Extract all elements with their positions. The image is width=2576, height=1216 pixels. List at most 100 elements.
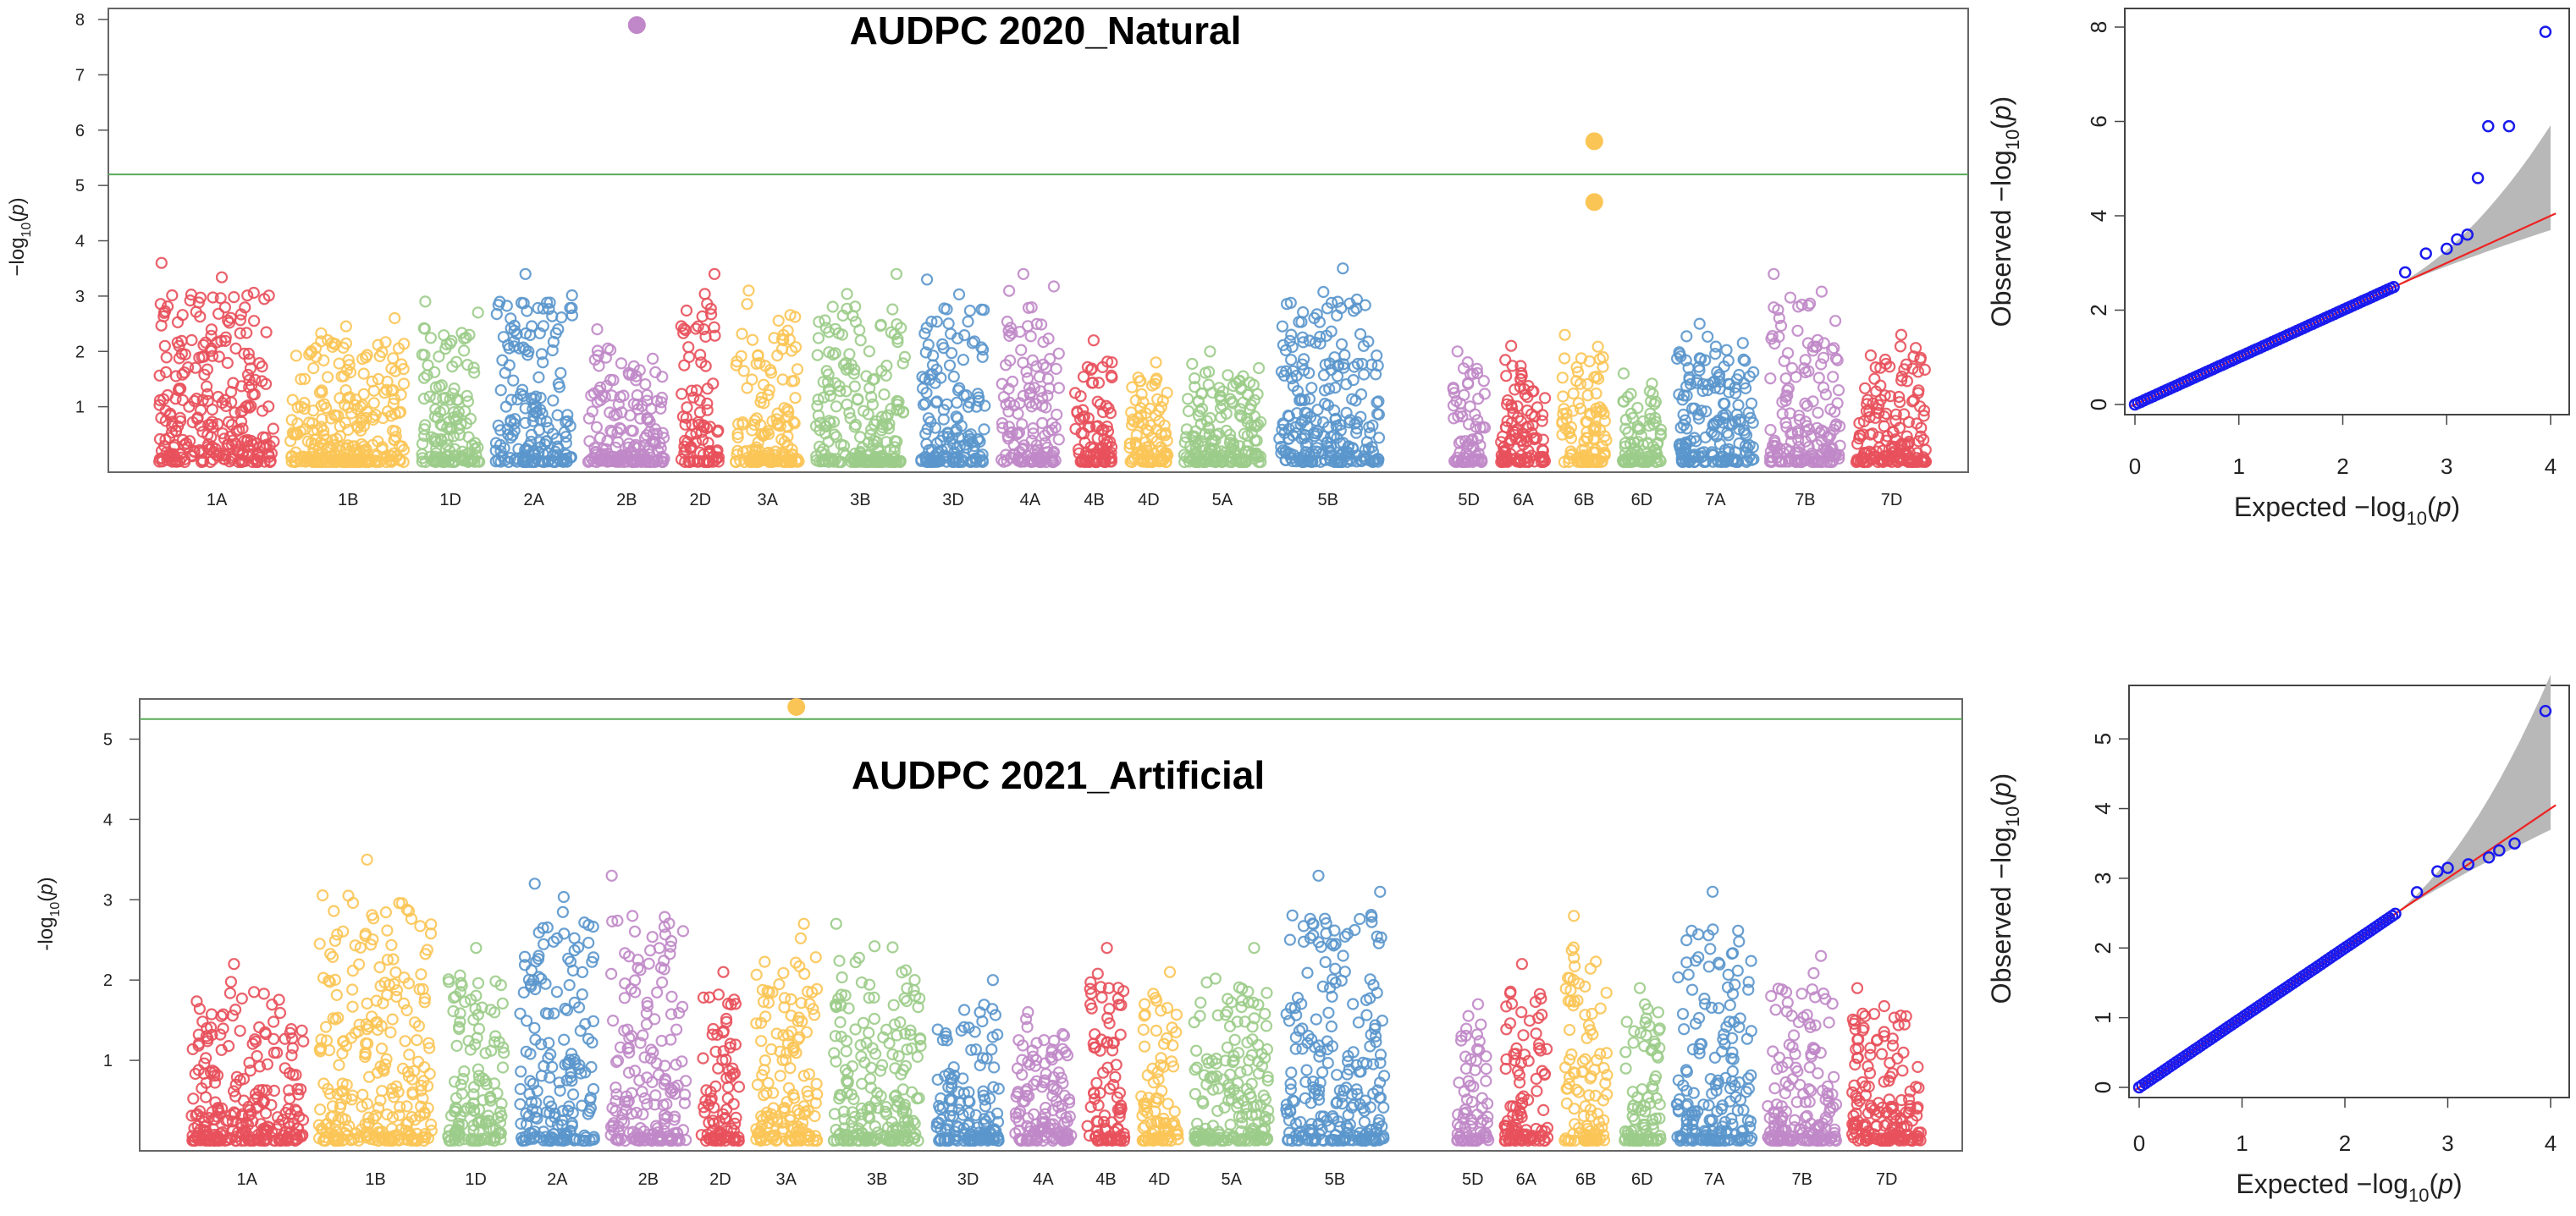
snp-point — [297, 1035, 310, 1048]
snp-point — [1091, 395, 1104, 408]
snp-point — [447, 430, 460, 443]
snp-point — [655, 396, 668, 409]
snp-point — [1362, 443, 1375, 455]
snp-point — [1680, 330, 1693, 343]
snp-point — [1025, 301, 1038, 314]
snp-point — [812, 409, 825, 422]
snp-point — [387, 398, 400, 410]
snp-point — [206, 349, 219, 362]
snp-point — [226, 1010, 239, 1022]
y-tick-label: 8 — [2086, 21, 2111, 33]
snp-point — [324, 948, 337, 960]
snp-point — [348, 440, 361, 453]
chromosome-points-3B — [827, 917, 927, 1147]
snp-point — [537, 356, 549, 369]
snp-point — [500, 300, 513, 312]
snp-point — [1298, 432, 1310, 444]
snp-point — [311, 424, 323, 437]
snp-point — [862, 408, 874, 421]
snp-point — [423, 390, 436, 403]
snp-point — [1342, 440, 1355, 453]
snp-point — [561, 409, 574, 421]
snp-point — [585, 389, 598, 402]
chromosome-label: 6B — [1574, 491, 1594, 509]
snp-point — [1329, 413, 1342, 426]
snp-point — [854, 1038, 867, 1052]
snp-point — [1015, 344, 1028, 356]
snp-point — [546, 344, 559, 357]
snp-point — [843, 348, 856, 360]
snp-point — [860, 370, 873, 382]
chromosome-label: 1B — [338, 491, 358, 509]
snp-point — [963, 305, 977, 317]
snp-point — [179, 348, 191, 360]
snp-point — [1617, 367, 1630, 380]
snp-point — [1152, 404, 1166, 417]
snp-point — [849, 1023, 862, 1036]
snp-point — [157, 393, 170, 405]
snp-point — [833, 955, 846, 967]
snp-point — [1189, 381, 1201, 393]
snp-point — [448, 382, 461, 395]
snp-point — [1536, 454, 1550, 467]
snp-point — [521, 305, 533, 317]
snp-point — [698, 421, 710, 433]
snp-point — [1343, 297, 1356, 310]
snp-point — [1591, 340, 1604, 353]
snp-point — [171, 316, 185, 328]
snp-point — [1106, 356, 1118, 369]
snp-point — [350, 393, 362, 406]
snp-point — [643, 448, 656, 461]
snp-point — [1033, 371, 1046, 383]
snp-point — [721, 1092, 734, 1105]
snp-point — [834, 1015, 847, 1029]
chromosome-points-7B — [1763, 267, 1846, 469]
chromosome-points-3D — [930, 974, 1005, 1147]
snp-point — [628, 974, 642, 987]
y-label-sub: 10 — [48, 902, 63, 917]
chromosome-points-3B — [809, 267, 912, 469]
snp-point — [708, 267, 721, 280]
snp-point — [978, 304, 990, 316]
snp-point — [267, 422, 279, 435]
snp-point — [1790, 371, 1802, 383]
snp-point — [908, 973, 921, 987]
snp-point — [1318, 384, 1332, 397]
snp-point — [1460, 440, 1473, 453]
snp-point — [223, 415, 235, 428]
snp-point — [1522, 455, 1535, 469]
snp-point — [1470, 421, 1482, 433]
snp-point — [730, 1111, 742, 1125]
snp-point — [428, 455, 442, 468]
snp-point — [526, 320, 538, 333]
snp-point — [1030, 360, 1043, 372]
snp-point — [1241, 416, 1254, 429]
y-tick-label: 4 — [103, 811, 113, 829]
snp-point — [1027, 427, 1040, 440]
snp-point — [1239, 445, 1252, 458]
snp-point — [176, 393, 189, 406]
y-tick-label: 3 — [75, 288, 85, 306]
snp-point — [762, 1076, 775, 1089]
snp-point — [1868, 372, 1881, 385]
snp-point — [911, 1050, 924, 1064]
snp-point — [403, 1048, 416, 1061]
snp-point — [411, 1033, 423, 1047]
snp-point — [1348, 360, 1360, 373]
snp-point — [693, 394, 706, 407]
snp-point — [1151, 393, 1164, 405]
snp-point — [372, 372, 385, 386]
snp-point — [1021, 372, 1034, 385]
snp-point — [418, 322, 431, 335]
snp-point — [636, 1086, 648, 1098]
snp-point — [1332, 295, 1344, 308]
snp-point — [875, 1059, 889, 1071]
snp-point — [727, 1098, 740, 1110]
snp-point — [234, 1025, 246, 1037]
snp-point — [1275, 440, 1288, 454]
snp-point — [1514, 381, 1526, 393]
snp-point — [1538, 392, 1552, 404]
snp-point — [604, 344, 617, 356]
snp-point — [560, 430, 572, 443]
